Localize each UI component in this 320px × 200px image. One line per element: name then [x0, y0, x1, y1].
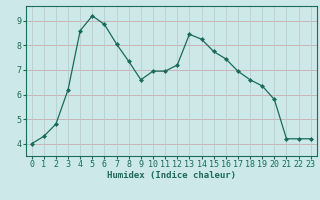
X-axis label: Humidex (Indice chaleur): Humidex (Indice chaleur) — [107, 171, 236, 180]
